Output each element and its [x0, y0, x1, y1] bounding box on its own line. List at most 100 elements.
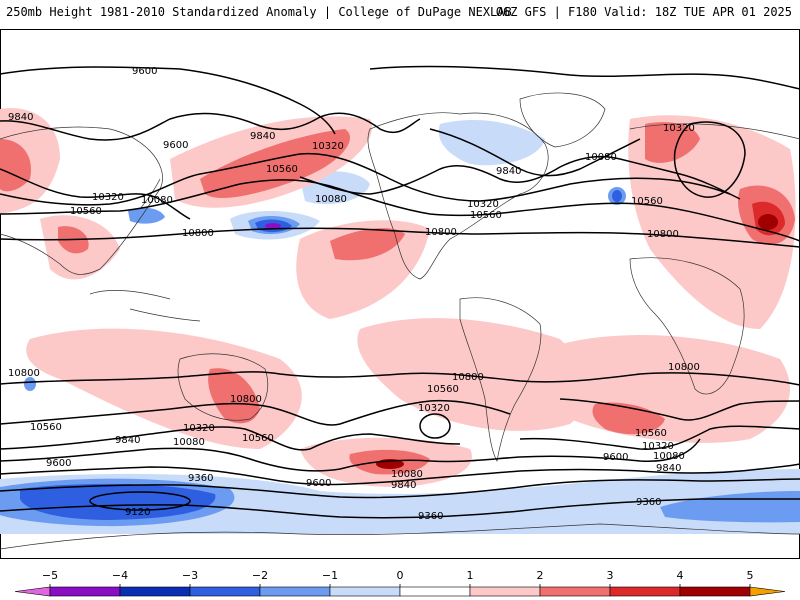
contour-label: 9840 — [656, 463, 681, 474]
model-valid-time: 06Z GFS | F180 Valid: 18Z TUE APR 01 202… — [495, 5, 792, 19]
colorbar-tick-label: −5 — [42, 569, 58, 582]
colorbar-tick-label: −2 — [252, 569, 268, 582]
colorbar-tick-label: 4 — [677, 569, 684, 582]
colorbar-ticks: −5 −4 −3 −2 −1 0 1 2 3 4 5 — [42, 569, 754, 587]
anomaly-positive-asia-west — [0, 139, 31, 192]
contour-label: 9600 — [603, 452, 628, 463]
contour-label: 10800 — [452, 372, 484, 383]
coastline-australia — [177, 353, 269, 421]
anomaly-negative-japan — [128, 207, 165, 224]
contour-label: 10080 — [141, 195, 173, 206]
contour-9840-south — [0, 463, 800, 486]
contour-10800-north — [0, 227, 800, 248]
contour-label: 9360 — [418, 511, 443, 522]
colorbar-bin — [679, 586, 751, 597]
contour-label: 10560 — [242, 433, 274, 444]
contour-label: 9360 — [636, 497, 661, 508]
contour-10560-south — [0, 398, 800, 426]
contour-label: 10800 — [8, 368, 40, 379]
colorbar-bin — [259, 586, 331, 597]
contour-label: 9840 — [8, 112, 33, 123]
colorbar-bin — [749, 586, 786, 597]
anomaly-negative-sw-pocket — [24, 377, 36, 391]
colorbar-tick-label: 2 — [537, 569, 544, 582]
contour-10080-south — [0, 438, 701, 472]
contour-label: 10560 — [30, 422, 62, 433]
colorbar-bin — [189, 586, 261, 597]
contour-label: 10320 — [642, 441, 674, 452]
coastline-greenland — [519, 92, 606, 148]
contour-label: 10800 — [182, 228, 214, 239]
contour-label: 10320 — [467, 199, 499, 210]
contour-label: 10320 — [92, 192, 124, 203]
coastlines — [0, 92, 800, 550]
contour-label: 10560 — [266, 164, 298, 175]
coastline-antarctica — [0, 523, 800, 550]
colorbar-tick-label: 3 — [607, 569, 614, 582]
anomaly-positive-central-pacific — [330, 228, 405, 261]
colorbar-tick-label: −3 — [182, 569, 198, 582]
contour-label: 10560 — [631, 196, 663, 207]
contour-label: 9120 — [125, 507, 150, 518]
contour-label: 10320 — [183, 423, 215, 434]
contour-label: 9600 — [46, 458, 71, 469]
coastline-eurasia — [0, 123, 800, 275]
anomaly-negative-atlantic — [612, 190, 622, 202]
contour-label: 10800 — [668, 362, 700, 373]
contour-label: 10800 — [425, 227, 457, 238]
contour-10560-north — [0, 179, 800, 242]
colorbar-tick-label: 0 — [397, 569, 404, 582]
contour-label: 10800 — [230, 394, 262, 405]
anomaly-positive-south-atlantic — [592, 402, 665, 435]
coastline-japan — [139, 178, 161, 210]
contour-label: 10560 — [427, 384, 459, 395]
colorbar-bin — [329, 586, 401, 597]
contour-label: 10080 — [173, 437, 205, 448]
contour-9840-north — [0, 112, 641, 177]
contour-label: 10080 — [315, 194, 347, 205]
contour-label: 10560 — [70, 206, 102, 217]
contour-label: 9840 — [391, 480, 416, 491]
height-contours — [0, 65, 800, 519]
anomaly-max-center — [758, 214, 778, 230]
contour-label: 10800 — [647, 229, 679, 240]
anomaly-positive-north-pacific — [200, 129, 350, 199]
contour-10320-south — [0, 425, 800, 451]
contour-10320-north — [0, 152, 731, 206]
contour-label: 9840 — [250, 131, 275, 142]
contour-9360-south — [0, 498, 800, 519]
contour-label: 10320 — [312, 141, 344, 152]
colorbar-bin — [609, 586, 681, 597]
anomaly-map: 9600 9840 9600 9840 10320 10560 10320 10… — [0, 29, 800, 559]
colorbar-tick-label: 5 — [747, 569, 754, 582]
contour-label: 10080 — [391, 469, 423, 480]
contour-10080-north — [0, 155, 741, 220]
colorbar-bin — [469, 586, 541, 597]
anomaly-positive-australia — [208, 368, 260, 424]
contour-label: 9600 — [132, 66, 157, 77]
contour-label: 9360 — [188, 473, 213, 484]
map-title: 250mb Height 1981-2010 Standardized Anom… — [6, 5, 512, 19]
contour-label: 10080 — [585, 152, 617, 163]
contour-label: 9840 — [496, 166, 521, 177]
colorbar-bin — [14, 586, 51, 597]
contour-labels: 9600 9840 9600 9840 10320 10560 10320 10… — [8, 66, 700, 522]
colorbar: −5 −4 −3 −2 −1 0 1 2 3 4 5 — [14, 569, 786, 597]
contour-europe-low — [673, 121, 746, 198]
coastline-africa — [629, 257, 745, 395]
contour-label: 9840 — [115, 435, 140, 446]
contour-label: 9600 — [306, 478, 331, 489]
colorbar-bin — [539, 586, 611, 597]
contour-10320-closed-south-pacific — [419, 413, 451, 439]
anomaly-min-center — [265, 223, 281, 229]
contour-9600-south — [0, 478, 800, 499]
colorbar-bin — [49, 586, 121, 597]
contour-label: 10320 — [418, 403, 450, 414]
anomaly-positive-europe — [628, 115, 796, 329]
contour-9120-closed — [89, 491, 191, 511]
colorbar-tick-label: 1 — [467, 569, 474, 582]
contour-label: 10560 — [635, 428, 667, 439]
anomaly-positive-europe — [645, 122, 700, 163]
anomaly-negative-southern-band — [438, 119, 545, 166]
colorbar-tick-label: −1 — [322, 569, 338, 582]
